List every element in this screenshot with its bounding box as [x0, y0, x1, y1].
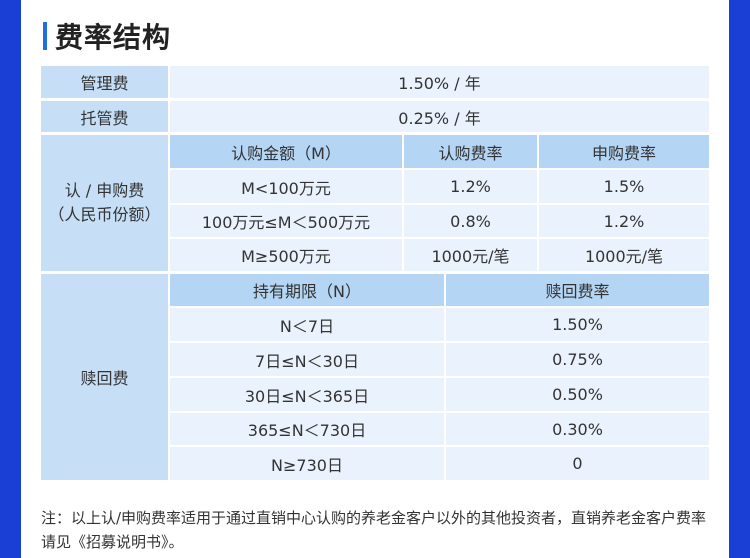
redemption-row-1-period: N＜7日: [170, 308, 444, 341]
management-fee-value: 1.50% / 年: [170, 66, 709, 98]
heading-accent-bar: [43, 22, 47, 50]
subscription-header-amount: 认购金额（M）: [170, 135, 402, 168]
redemption-header-period: 持有期限（N）: [170, 274, 444, 306]
subscription-row-3-purchase-rate: 1000元/笔: [539, 239, 709, 271]
fee-structure-card: 费率结构 管理费 1.50% / 年 托管费 0.25% / 年 认 / 申购费…: [21, 0, 729, 558]
subscription-row-2-subscribe-rate: 0.8%: [404, 205, 537, 237]
management-fee-label: 管理费: [41, 66, 168, 98]
subscription-header-subscribe-rate: 认购费率: [404, 135, 537, 168]
subscription-row-1-subscribe-rate: 1.2%: [404, 170, 537, 203]
subscription-fee-label-line2: （人民币份额）: [48, 205, 161, 224]
redemption-row-2-rate: 0.75%: [446, 343, 709, 376]
subscription-fee-label-line1: 认 / 申购费: [64, 181, 145, 200]
page-title: 费率结构: [55, 21, 172, 54]
redemption-row-3-rate: 0.50%: [446, 378, 709, 411]
footnote: 注：以上认/申购费率适用于通过直销中心认购的养老金客户以外的其他投资者，直销养老…: [41, 509, 707, 551]
subscription-row-1-purchase-rate: 1.5%: [539, 170, 709, 203]
custody-fee-value: 0.25% / 年: [170, 101, 709, 132]
redemption-fee-label: 赎回费: [41, 274, 168, 480]
custody-fee-label: 托管费: [41, 101, 168, 132]
redemption-row-5-rate: 0: [446, 447, 709, 480]
section-heading: 费率结构: [43, 16, 171, 56]
subscription-fee-label: 认 / 申购费 （人民币份额）: [41, 135, 168, 271]
subscription-row-2-amount: 100万元≤M＜500万元: [170, 205, 402, 237]
redemption-row-5-period: N≥730日: [170, 447, 444, 480]
redemption-row-2-period: 7日≤N＜30日: [170, 343, 444, 376]
redemption-row-4-period: 365≤N＜730日: [170, 413, 444, 445]
subscription-header-purchase-rate: 申购费率: [539, 135, 709, 168]
subscription-row-3-subscribe-rate: 1000元/笔: [404, 239, 537, 271]
redemption-row-3-period: 30日≤N＜365日: [170, 378, 444, 411]
subscription-row-3-amount: M≥500万元: [170, 239, 402, 271]
redemption-row-4-rate: 0.30%: [446, 413, 709, 445]
redemption-row-1-rate: 1.50%: [446, 308, 709, 341]
redemption-header-rate: 赎回费率: [446, 274, 709, 306]
subscription-row-1-amount: M<100万元: [170, 170, 402, 203]
subscription-row-2-purchase-rate: 1.2%: [539, 205, 709, 237]
